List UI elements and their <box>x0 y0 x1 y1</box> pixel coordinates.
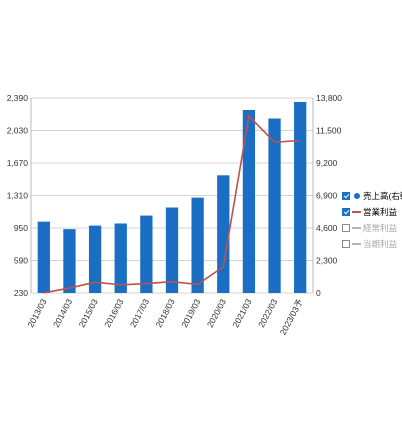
legend-swatch-net-income <box>352 243 361 245</box>
left-axis-tick-label: 1,670 <box>7 158 29 168</box>
bar <box>268 118 280 293</box>
left-axis-tick-label: 2,390 <box>7 93 29 103</box>
legend-label-net-income: 当期利益 <box>363 238 397 250</box>
right-axis-tick-label: 9,200 <box>316 158 338 168</box>
right-axis-tick-label: 2,300 <box>316 256 338 266</box>
x-axis-tick-label: 2021/03 <box>230 297 253 329</box>
legend-item-ordinary-income[interactable]: 経常利益 <box>342 220 402 236</box>
legend-checkbox-sales[interactable] <box>342 192 350 200</box>
x-axis-tick-label: 2016/03 <box>102 297 125 329</box>
x-axis-tick-label: 2020/03 <box>205 297 228 329</box>
legend-label-ordinary-income: 経常利益 <box>363 222 397 234</box>
right-axis-tick-label: 0 <box>316 288 321 298</box>
x-axis-tick-label: 2019/03 <box>179 297 202 329</box>
legend-label-operating-income: 営業利益 <box>363 206 397 218</box>
bar <box>63 229 75 293</box>
bar <box>217 175 229 293</box>
legend-checkbox-operating-income[interactable] <box>342 208 350 216</box>
x-axis-tick-label: 2018/03 <box>154 297 177 329</box>
legend-swatch-sales <box>352 193 361 199</box>
bar <box>166 208 178 293</box>
legend-item-net-income[interactable]: 当期利益 <box>342 236 402 252</box>
x-axis-tick-label: 2023/03予 <box>278 297 305 337</box>
x-axis-tick-label: 2013/03 <box>25 297 48 329</box>
legend-swatch-ordinary-income <box>352 227 361 229</box>
legend-item-operating-income[interactable]: 営業利益 <box>342 204 402 220</box>
bar <box>294 102 306 293</box>
left-axis-tick-label: 2,030 <box>7 126 29 136</box>
right-axis-tick-label: 6,900 <box>316 191 338 201</box>
bar <box>38 222 50 293</box>
right-axis-tick-label: 13,800 <box>316 93 342 103</box>
x-axis-tick-label: 2015/03 <box>77 297 100 329</box>
left-axis-tick-label: 590 <box>14 256 28 266</box>
bar <box>115 223 127 293</box>
legend-item-sales[interactable]: 売上高(右軸) <box>342 188 402 204</box>
right-axis-tick-label: 11,500 <box>316 126 342 136</box>
bar <box>191 198 203 293</box>
left-axis-tick-label: 950 <box>14 223 28 233</box>
legend-checkbox-net-income[interactable] <box>342 240 350 248</box>
x-axis-tick-label: 2022/03 <box>256 297 279 329</box>
bar <box>140 216 152 293</box>
left-axis-tick-label: 1,310 <box>7 191 29 201</box>
x-axis-tick-label: 2017/03 <box>128 297 151 329</box>
legend-checkbox-ordinary-income[interactable] <box>342 224 350 232</box>
legend-swatch-operating-income <box>352 211 361 213</box>
legend-label-sales: 売上高(右軸) <box>363 190 402 202</box>
right-axis-tick-label: 4,600 <box>316 223 338 233</box>
legend: 売上高(右軸) 営業利益 経常利益 当期利益 <box>342 188 402 252</box>
x-axis-tick-label: 2014/03 <box>51 297 74 329</box>
left-axis-tick-label: 230 <box>14 288 28 298</box>
